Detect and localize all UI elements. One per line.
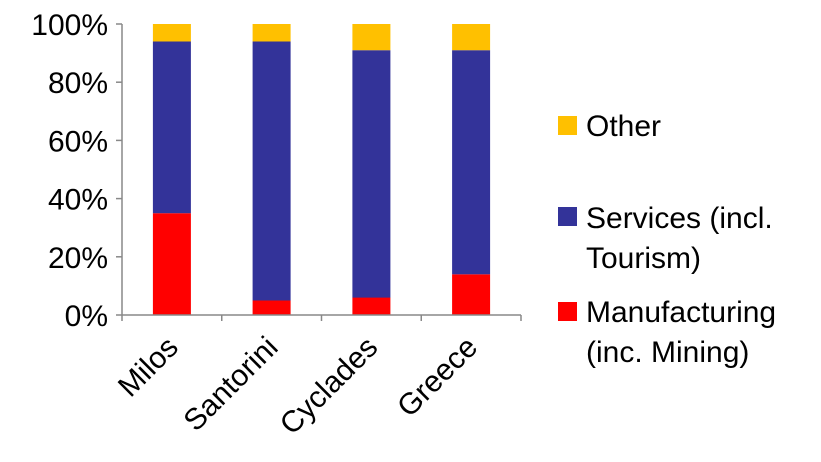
legend-label: Manufacturing: [586, 296, 776, 329]
bar-segment-cyclades-services: [352, 50, 391, 298]
bar-segment-greece-manufacturing: [452, 274, 491, 315]
bar-segment-milos-manufacturing: [152, 213, 191, 315]
bar-segment-greece-services: [452, 50, 491, 275]
y-tick-label: 20%: [48, 242, 108, 275]
legend: Other Services (incl. Tourism) Manufacturin…: [558, 110, 776, 369]
bar-segment-santorini-services: [252, 41, 291, 301]
legend-label: Other: [586, 110, 661, 143]
bar-segment-santorini-manufacturing: [252, 300, 291, 315]
bar-segment-greece-other: [452, 24, 491, 51]
legend-label: Services (incl.: [586, 202, 773, 235]
bar-segment-santorini-other: [252, 24, 291, 42]
legend-swatch: [558, 302, 577, 321]
y-tick-label: 100%: [31, 9, 108, 42]
bar-segment-cyclades-other: [352, 24, 391, 51]
y-tick-label: 60%: [48, 125, 108, 158]
category-label-cyclades: Cyclades: [274, 331, 385, 442]
y-axis: 0% 20% 40% 60% 80% 100%: [31, 9, 123, 333]
plot-area: [152, 24, 491, 315]
category-label-milos: Milos: [112, 331, 185, 404]
bar-segment-milos-other: [152, 24, 191, 42]
y-tick-label: 0%: [65, 300, 108, 333]
category-label-greece: Greece: [391, 331, 484, 424]
legend-label: (inc. Mining): [586, 336, 749, 369]
legend-swatch: [558, 207, 577, 226]
category-label-santorini: Santorini: [178, 331, 285, 438]
legend-label: Tourism): [586, 242, 701, 275]
y-tick-label: 40%: [48, 184, 108, 217]
legend-swatch: [558, 116, 577, 135]
y-tick-label: 80%: [48, 67, 108, 100]
bar-segment-cyclades-manufacturing: [352, 297, 391, 315]
bar-segment-milos-services: [152, 41, 191, 214]
